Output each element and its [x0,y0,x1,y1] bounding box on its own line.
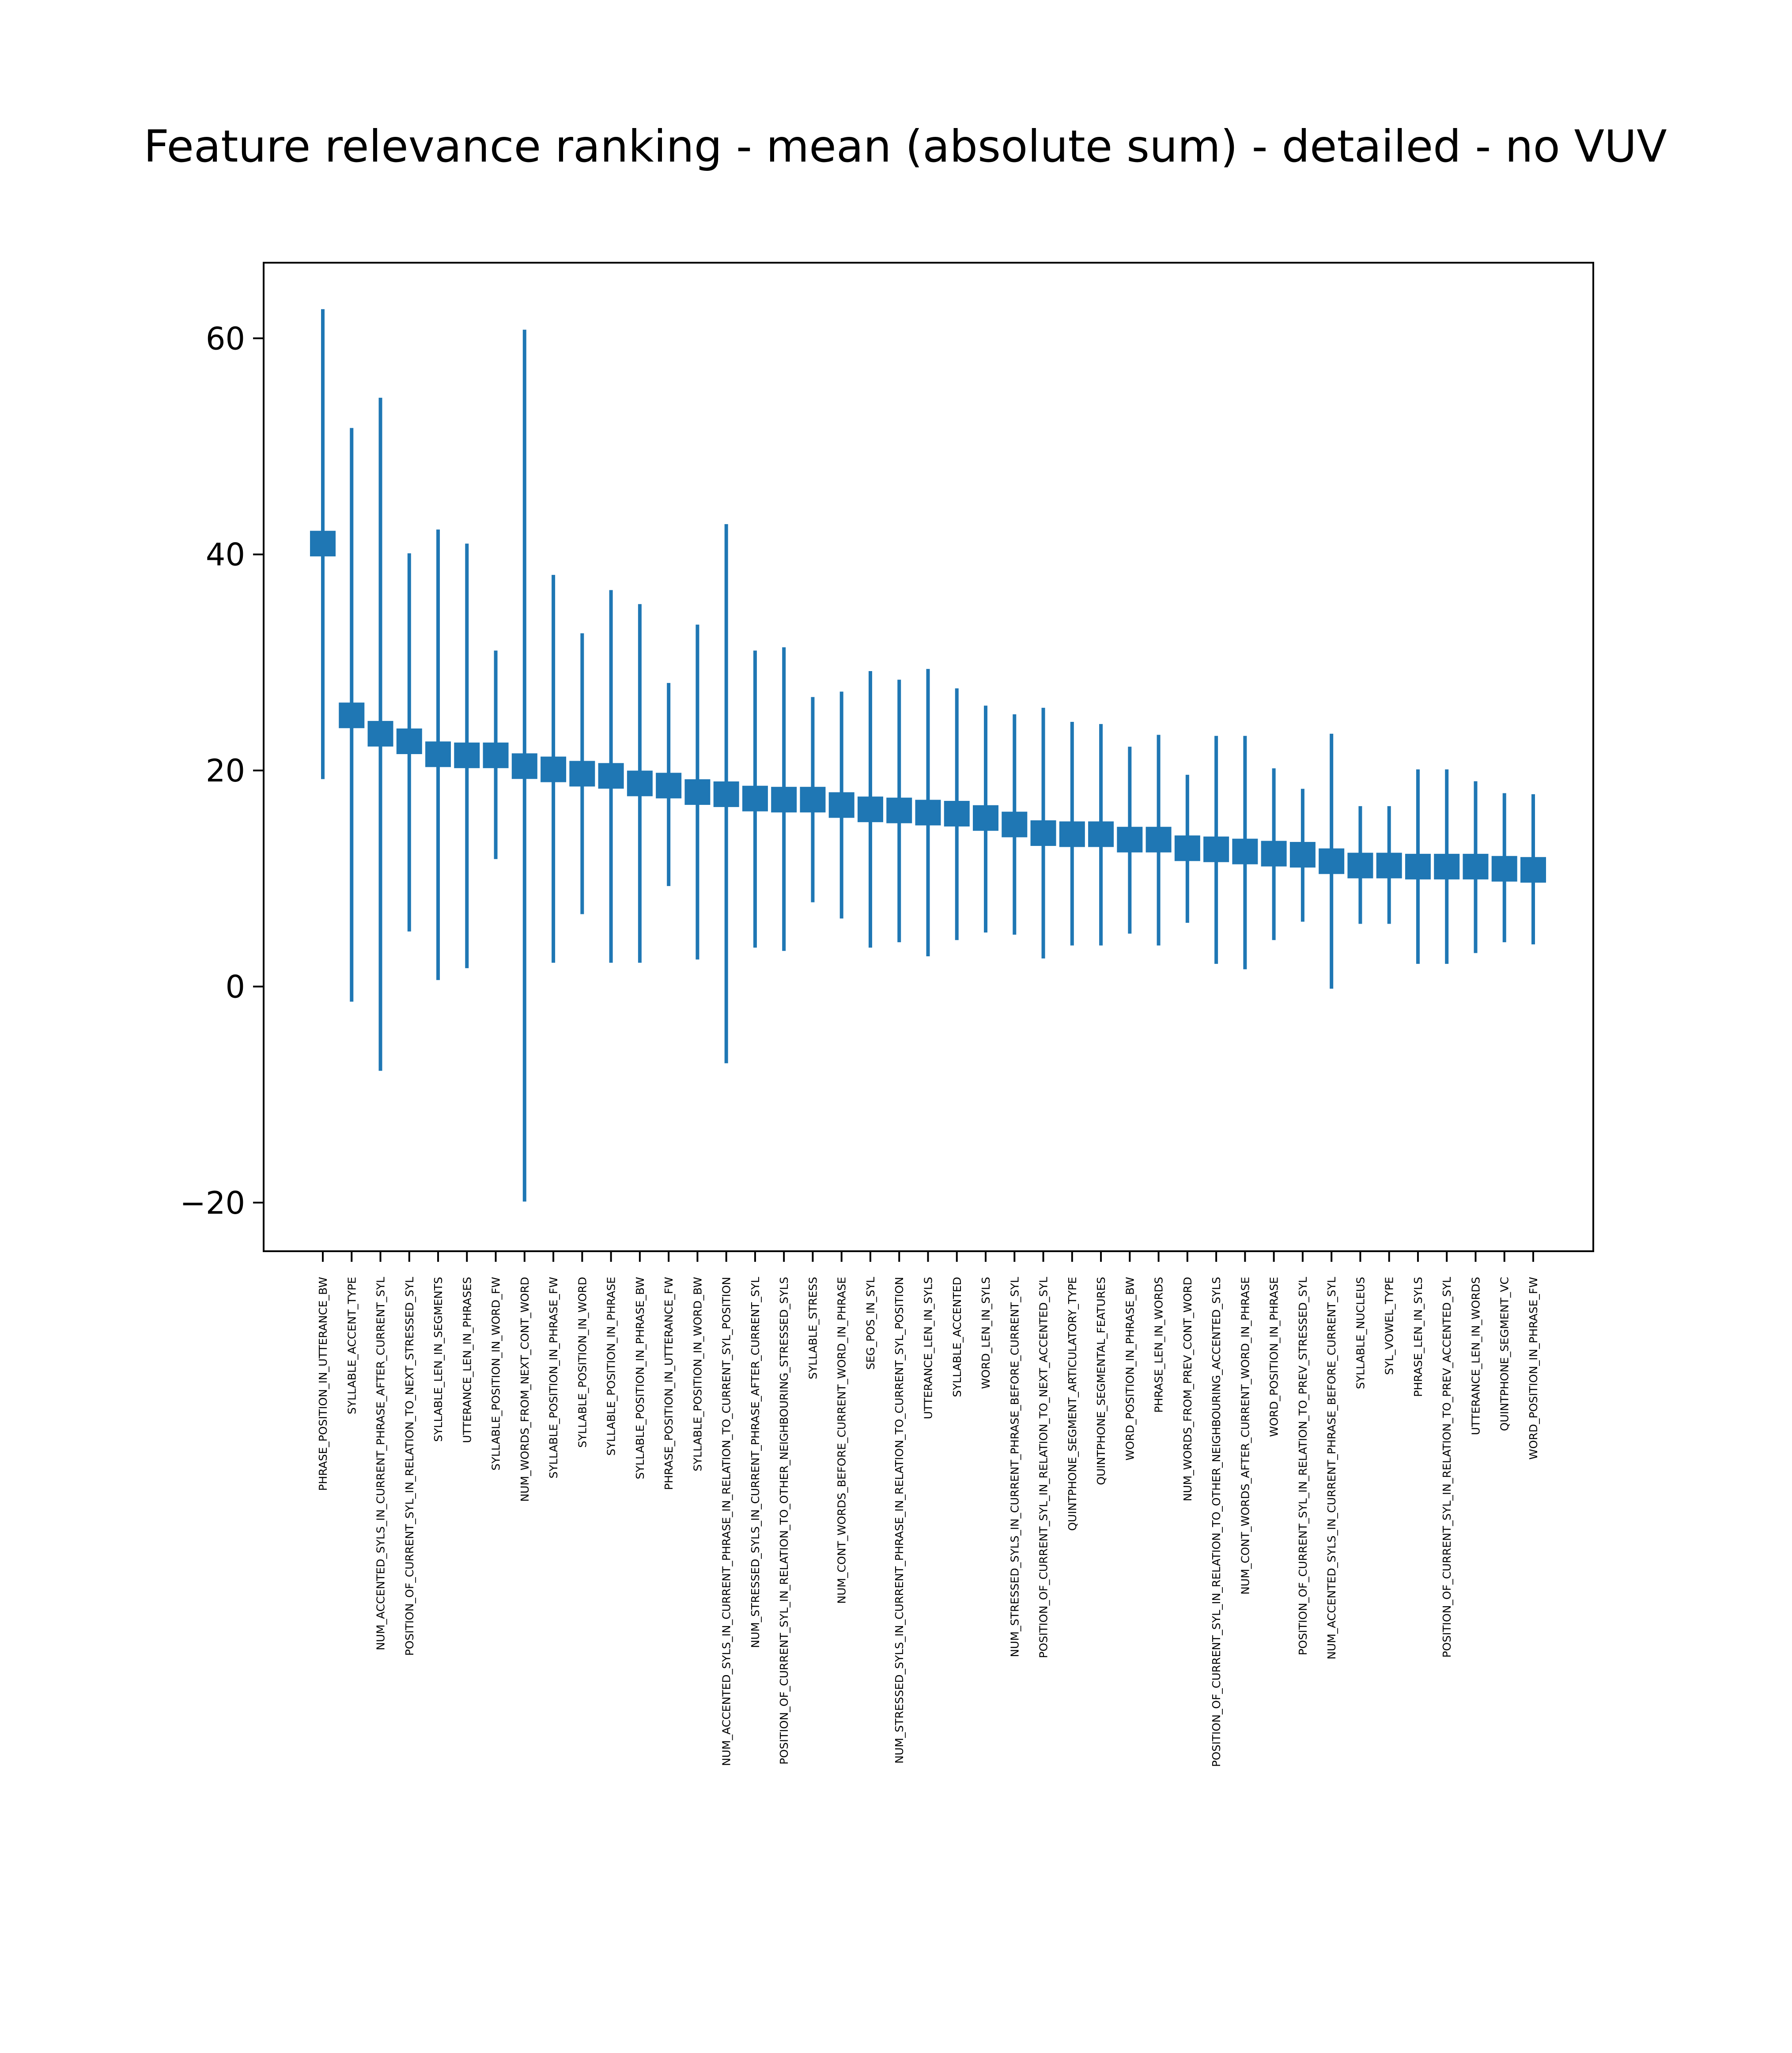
x-tick-label: POSITION_OF_CURRENT_SYL_IN_RELATION_TO_O… [778,1277,790,1765]
mean-marker [1434,853,1460,879]
mean-marker [367,721,393,747]
x-tick-label: QUINTPHONE_SEGMENT_VC [1498,1277,1511,1431]
mean-marker [1491,856,1517,882]
mean-markers [310,531,1546,883]
y-tick-label: −20 [180,1185,245,1221]
mean-marker [1319,848,1345,874]
mean-marker [1002,811,1028,838]
mean-marker [800,787,826,813]
plot-area-frame [263,262,1594,1252]
x-tick-label: SYLLABLE_NUCLEUS [1354,1277,1367,1389]
x-tick-label: SEG_POS_IN_SYL [864,1277,877,1370]
x-tick-label: SYLLABLE_STRESS [806,1277,819,1379]
mean-marker [425,741,451,767]
mean-marker [944,800,970,826]
y-tick-label: 40 [206,537,245,573]
x-tick-label: NUM_ACCENTED_SYLS_IN_CURRENT_PHRASE_BEFO… [1325,1277,1338,1660]
x-tick-label: QUINTPHONE_SEGMENT_ARTICULATORY_TYPE [1066,1277,1079,1531]
x-tick-label: POSITION_OF_CURRENT_SYL_IN_RELATION_TO_N… [403,1277,416,1656]
x-tick-label: WORD_LEN_IN_SYLS [979,1277,992,1389]
mean-marker [1463,853,1489,879]
mean-marker [339,702,365,728]
mean-marker [454,742,480,768]
mean-marker [1405,853,1431,879]
x-tick-label: UTTERANCE_LEN_IN_WORDS [1469,1277,1482,1435]
x-tick-label: NUM_ACCENTED_SYLS_IN_CURRENT_PHRASE_AFTE… [374,1277,387,1650]
x-tick-label: NUM_STRESSED_SYLS_IN_CURRENT_PHRASE_IN_R… [893,1277,906,1764]
mean-marker [1088,821,1114,847]
mean-marker [684,779,711,805]
mean-marker [1174,835,1200,861]
x-tick-label: SYLLABLE_POSITION_IN_WORD [576,1277,589,1448]
x-axis: PHRASE_POSITION_IN_UTTERANCE_BW SYLLABLE_… [317,1251,1540,1767]
x-tick-label: SYLLABLE_ACCENT_TYPE [345,1277,358,1414]
mean-marker [828,792,854,818]
x-tick-label: SYLLABLE_ACCENTED [951,1277,964,1397]
x-tick-label: PHRASE_POSITION_IN_UTTERANCE_BW [317,1277,329,1491]
y-axis: −20 0 20 40 60 [180,321,264,1221]
x-tick-label: POSITION_OF_CURRENT_SYL_IN_RELATION_TO_N… [1037,1277,1050,1658]
y-tick-label: 0 [225,969,245,1005]
x-tick-label: SYLLABLE_POSITION_IN_PHRASE [605,1277,618,1456]
mean-marker [1520,857,1546,883]
x-tick-label: SYLLABLE_POSITION_IN_WORD_BW [691,1277,704,1472]
x-tick-label: POSITION_OF_CURRENT_SYL_IN_RELATION_TO_P… [1440,1277,1453,1658]
x-tick-label: SYLLABLE_POSITION_IN_PHRASE_FW [547,1277,560,1479]
x-tick-label: NUM_STRESSED_SYLS_IN_CURRENT_PHRASE_BEFO… [1008,1277,1021,1657]
x-tick-label: UTTERANCE_LEN_IN_PHRASES [461,1277,473,1443]
x-tick-label: POSITION_OF_CURRENT_SYL_IN_RELATION_TO_P… [1297,1277,1309,1655]
mean-marker [1030,820,1056,846]
mean-marker [713,781,739,807]
mean-marker [1376,853,1402,879]
mean-marker [310,531,336,557]
mean-marker [915,800,941,826]
mean-marker [396,728,422,755]
x-tick-label: NUM_ACCENTED_SYLS_IN_CURRENT_PHRASE_IN_R… [720,1277,733,1766]
x-tick-label: PHRASE_LEN_IN_SYLS [1412,1277,1425,1397]
mean-marker [1059,821,1085,847]
x-tick-label: WORD_POSITION_IN_PHRASE [1268,1277,1281,1437]
x-tick-label: WORD_POSITION_IN_PHRASE_FW [1527,1277,1540,1460]
chart-title: Feature relevance ranking - mean (absolu… [144,121,1667,172]
x-tick-label: POSITION_OF_CURRENT_SYL_IN_RELATION_TO_O… [1210,1277,1223,1767]
mean-marker [1203,836,1229,862]
x-tick-label: SYL_VOWEL_TYPE [1383,1277,1396,1375]
x-tick-label: UTTERANCE_LEN_IN_SYLS [922,1277,935,1419]
x-tick-label: WORD_POSITION_IN_PHRASE_BW [1123,1277,1136,1460]
x-tick-label: SYLLABLE_LEN_IN_SEGMENTS [432,1277,445,1442]
mean-marker [1117,826,1143,853]
x-tick-label: NUM_CONT_WORDS_BEFORE_CURRENT_WORD_IN_PH… [836,1277,848,1604]
mean-marker [483,742,509,768]
x-tick-label: SYLLABLE_POSITION_IN_PHRASE_BW [634,1277,646,1479]
mean-marker [771,787,797,813]
y-tick-label: 60 [206,321,245,357]
mean-marker [656,773,682,799]
x-tick-label: NUM_WORDS_FROM_NEXT_CONT_WORD [518,1277,531,1502]
y-tick-label: 20 [206,753,245,789]
x-tick-label: PHRASE_LEN_IN_WORDS [1153,1277,1165,1413]
mean-marker [1232,838,1258,864]
mean-marker [1261,841,1287,867]
x-tick-label: QUINTPHONE_SEGMENTAL_FEATURES [1095,1277,1108,1485]
mean-marker [627,770,653,796]
mean-marker [541,756,567,782]
mean-marker [1146,826,1172,853]
mean-marker [1347,853,1373,879]
x-tick-label: NUM_WORDS_FROM_PREV_CONT_WORD [1181,1277,1194,1501]
x-tick-label: NUM_STRESSED_SYLS_IN_CURRENT_PHRASE_AFTE… [749,1277,762,1648]
x-tick-label: SYLLABLE_POSITION_IN_WORD_FW [490,1277,503,1471]
x-tick-label: PHRASE_POSITION_IN_UTTERANCE_FW [662,1277,675,1490]
mean-marker [1289,842,1316,868]
mean-marker [511,753,537,779]
mean-marker [973,805,999,831]
mean-marker [742,785,768,811]
x-tick-label: NUM_CONT_WORDS_AFTER_CURRENT_WORD_IN_PHR… [1239,1277,1251,1595]
mean-marker [886,797,912,823]
mean-marker [598,763,624,789]
mean-marker [569,761,595,787]
mean-marker [857,796,883,823]
